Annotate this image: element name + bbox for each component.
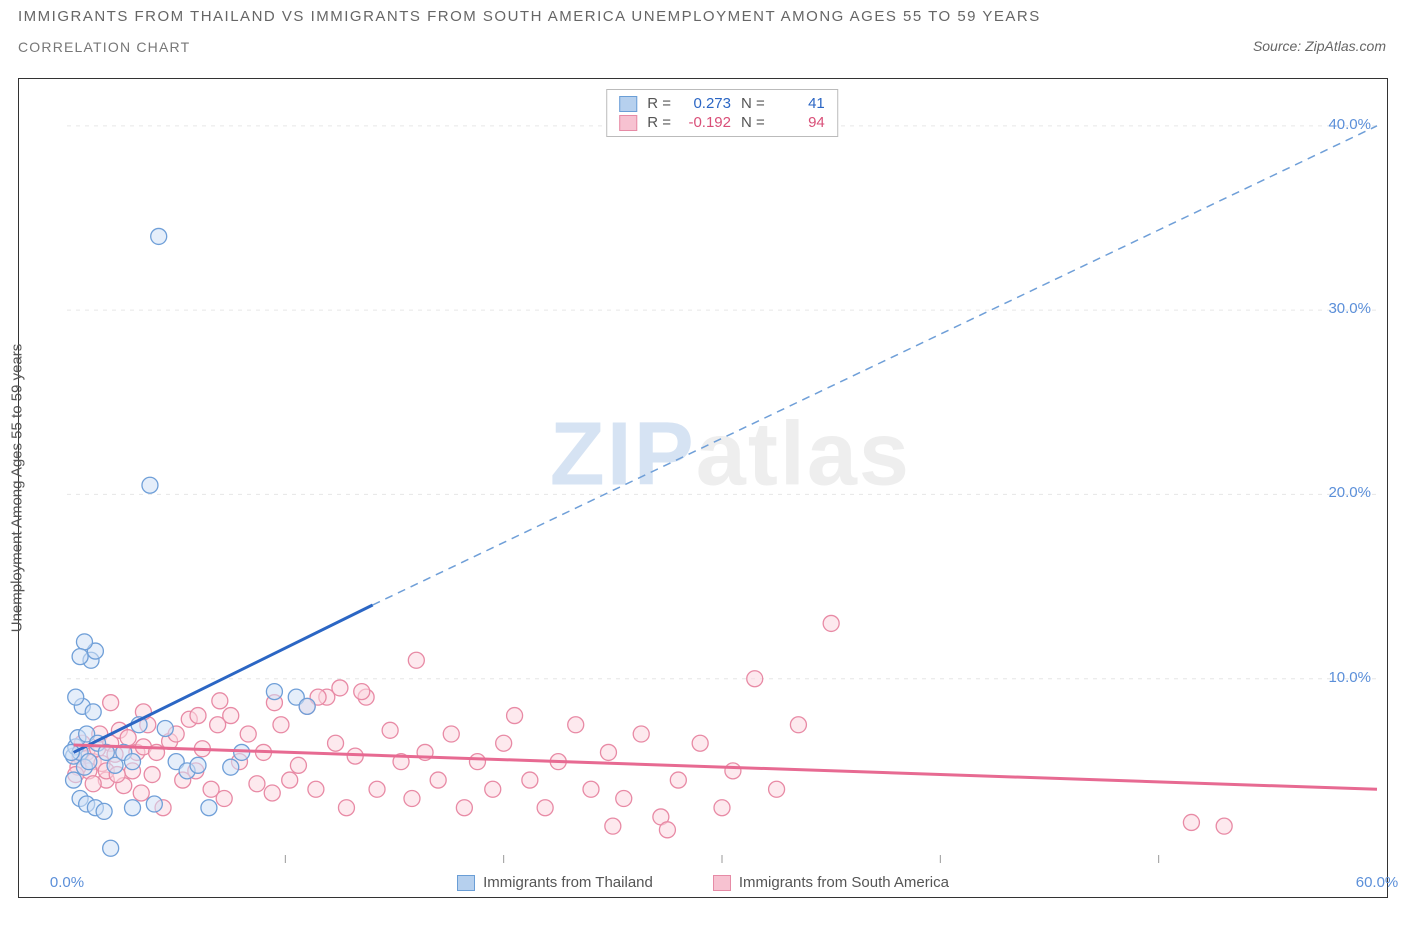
legend-label: Immigrants from South America	[739, 874, 949, 891]
r-label: R =	[647, 95, 671, 112]
legend-label: Immigrants from Thailand	[483, 874, 653, 891]
n-label: N =	[741, 114, 765, 131]
stats-legend: R = 0.273 N = 41 R = -0.192 N = 94	[606, 89, 838, 137]
n-value: 94	[773, 114, 825, 131]
r-value: -0.192	[679, 114, 731, 131]
r-value: 0.273	[679, 95, 731, 112]
stats-row-southamerica: R = -0.192 N = 94	[607, 113, 837, 132]
chart-container: Unemployment Among Ages 55 to 59 years Z…	[18, 78, 1388, 898]
main-title: IMMIGRANTS FROM THAILAND VS IMMIGRANTS F…	[18, 8, 1388, 25]
stats-row-thailand: R = 0.273 N = 41	[607, 94, 837, 113]
legend-item-thailand: Immigrants from Thailand	[457, 874, 653, 891]
swatch-icon	[619, 96, 637, 112]
swatch-icon	[619, 115, 637, 131]
swatch-icon	[457, 875, 475, 891]
n-label: N =	[741, 95, 765, 112]
r-label: R =	[647, 114, 671, 131]
legend-item-southamerica: Immigrants from South America	[713, 874, 949, 891]
plot-area: R = 0.273 N = 41 R = -0.192 N = 94 10.0%…	[67, 89, 1377, 863]
n-value: 41	[773, 95, 825, 112]
x-legend: Immigrants from Thailand Immigrants from…	[19, 874, 1387, 891]
swatch-icon	[713, 875, 731, 891]
y-axis-label: Unemployment Among Ages 55 to 59 years	[9, 344, 26, 633]
subtitle: CORRELATION CHART	[18, 39, 1388, 55]
source-label: Source: ZipAtlas.com	[1253, 38, 1386, 54]
